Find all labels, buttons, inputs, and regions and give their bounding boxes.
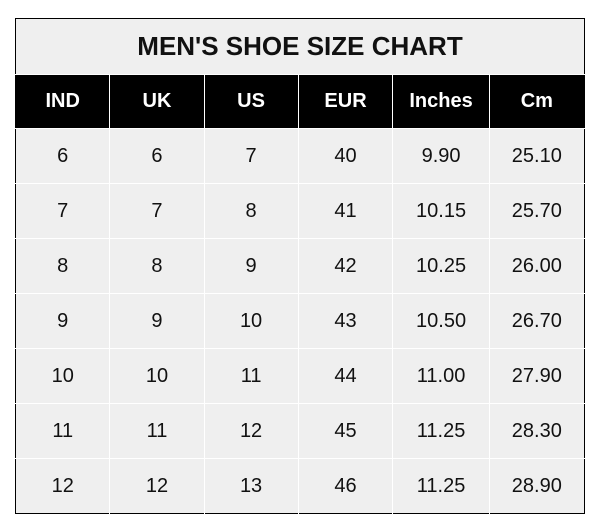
table-cell: 42	[297, 238, 393, 294]
table-cell: 46	[297, 458, 393, 514]
table-cell: 6	[15, 128, 110, 184]
table-cell: 27.90	[488, 348, 585, 404]
table-cell: 12	[15, 458, 110, 514]
table-cell: 28.90	[488, 458, 585, 514]
column-header: IND	[15, 74, 110, 129]
table-row: 8 8 9 42 10.25 26.00	[15, 238, 585, 294]
column-header: Inches	[392, 74, 490, 129]
table-cell: 45	[297, 403, 393, 459]
table-cell: 12	[109, 458, 205, 514]
column-header: US	[203, 74, 299, 129]
table-cell: 41	[297, 183, 393, 239]
table-cell: 12	[203, 403, 299, 459]
table-cell: 44	[297, 348, 393, 404]
table-cell: 10.25	[392, 238, 490, 294]
table-row: 7 7 8 41 10.15 25.70	[15, 183, 585, 239]
table-cell: 10	[109, 348, 205, 404]
table-cell: 9	[109, 293, 205, 349]
table-cell: 11	[203, 348, 299, 404]
table-cell: 25.70	[488, 183, 585, 239]
table-cell: 11.00	[392, 348, 490, 404]
table-cell: 7	[109, 183, 205, 239]
table-cell: 8	[15, 238, 110, 294]
table-cell: 11.25	[392, 458, 490, 514]
table-cell: 7	[15, 183, 110, 239]
column-header: Cm	[488, 74, 585, 129]
table-cell: 43	[297, 293, 393, 349]
table-cell: 10.15	[392, 183, 490, 239]
table-cell: 6	[109, 128, 205, 184]
table-title: MEN'S SHOE SIZE CHART	[15, 18, 585, 75]
table-cell: 9	[203, 238, 299, 294]
table-row: 10 10 11 44 11.00 27.90	[15, 348, 585, 404]
header-row: IND UK US EUR Inches Cm	[15, 74, 585, 129]
table-row: 9 9 10 43 10.50 26.70	[15, 293, 585, 349]
table-row: 11 11 12 45 11.25 28.30	[15, 403, 585, 459]
table-cell: 8	[203, 183, 299, 239]
table-cell: 9	[15, 293, 110, 349]
table-cell: 7	[203, 128, 299, 184]
column-header: EUR	[297, 74, 393, 129]
table-cell: 40	[297, 128, 393, 184]
column-header: UK	[109, 74, 205, 129]
table-cell: 11.25	[392, 403, 490, 459]
table-cell: 25.10	[488, 128, 585, 184]
table-cell: 11	[109, 403, 205, 459]
table-cell: 28.30	[488, 403, 585, 459]
table-cell: 10	[15, 348, 110, 404]
size-chart-table: MEN'S SHOE SIZE CHART IND UK US EUR Inches Cm…	[15, 18, 585, 514]
table-row: 6 6 7 40 9.90 25.10	[15, 128, 585, 184]
table-cell: 26.70	[488, 293, 585, 349]
table-cell: 10	[203, 293, 299, 349]
table-cell: 10.50	[392, 293, 490, 349]
table-cell: 11	[15, 403, 110, 459]
table-cell: 13	[203, 458, 299, 514]
table-cell: 8	[109, 238, 205, 294]
table-cell: 9.90	[392, 128, 490, 184]
table-cell: 26.00	[488, 238, 585, 294]
table-row: 12 12 13 46 11.25 28.90	[15, 458, 585, 514]
